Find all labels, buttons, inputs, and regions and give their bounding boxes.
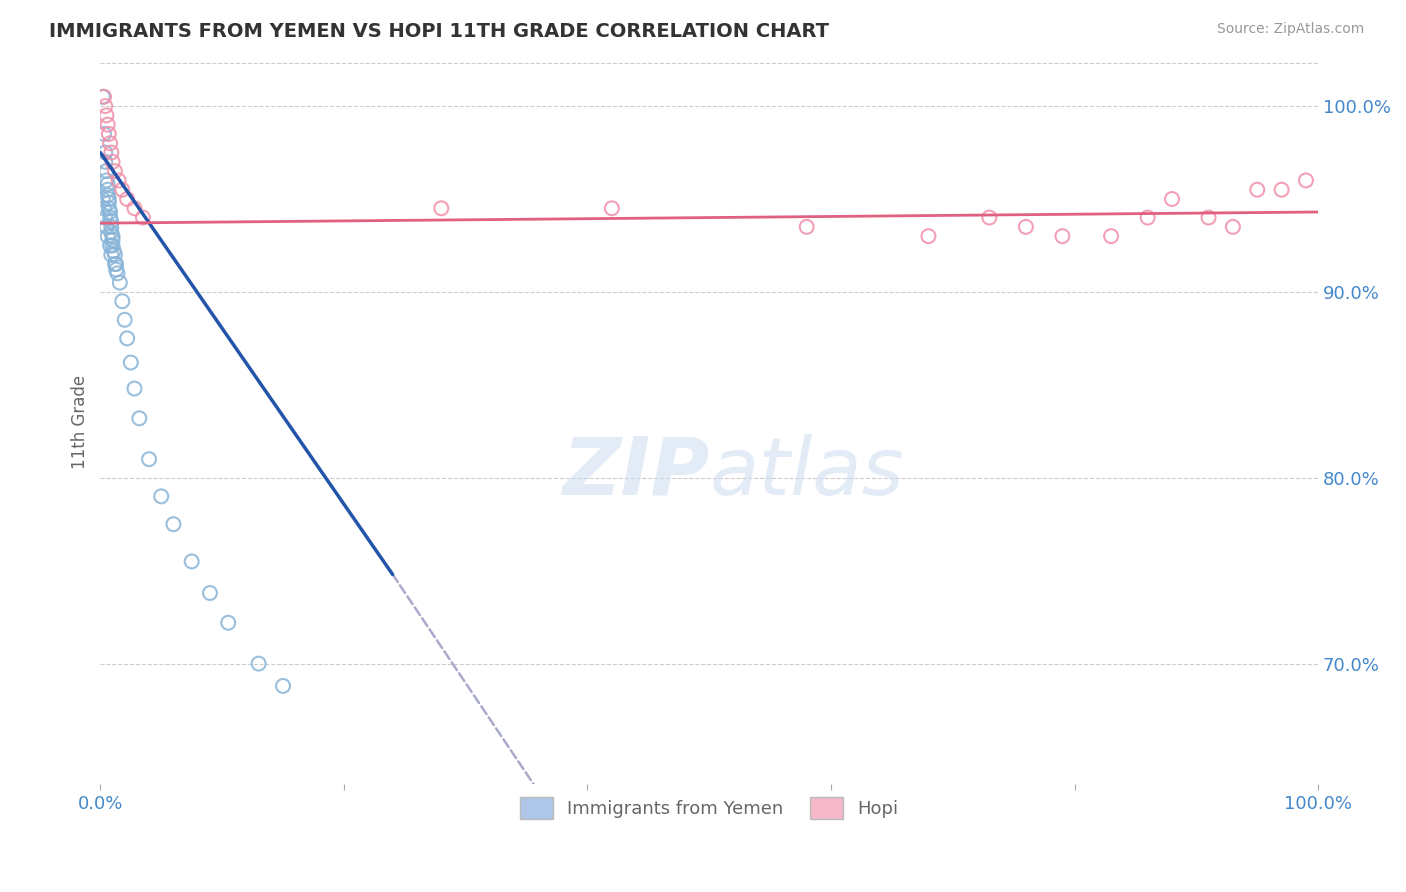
Point: [93, 202, 115, 216]
Point: [198, 586, 221, 600]
Point: [97, 195, 120, 210]
Point: [100, 219, 122, 234]
Point: [114, 313, 136, 327]
Point: [97, 192, 120, 206]
Point: [180, 554, 202, 568]
Point: [1222, 219, 1244, 234]
Point: [796, 219, 818, 234]
Point: [96, 164, 118, 178]
Point: [101, 233, 124, 247]
Point: [97, 202, 120, 216]
Point: [1099, 229, 1122, 244]
Point: [97, 177, 120, 191]
Point: [128, 411, 150, 425]
Point: [94, 145, 117, 160]
Text: IMMIGRANTS FROM YEMEN VS HOPI 11TH GRADE CORRELATION CHART: IMMIGRANTS FROM YEMEN VS HOPI 11TH GRADE…: [49, 22, 830, 41]
Point: [91, 89, 114, 103]
Point: [120, 355, 142, 369]
Point: [100, 248, 122, 262]
Point: [94, 211, 117, 225]
Y-axis label: 11th Grade: 11th Grade: [72, 375, 89, 469]
Point: [124, 382, 146, 396]
Point: [132, 211, 155, 225]
Point: [97, 229, 120, 244]
Point: [105, 266, 128, 280]
Legend: Immigrants from Yemen, Hopi: Immigrants from Yemen, Hopi: [513, 789, 905, 826]
Point: [104, 257, 127, 271]
Point: [105, 257, 128, 271]
Point: [104, 164, 127, 178]
Point: [107, 173, 129, 187]
Point: [96, 219, 118, 234]
Point: [103, 244, 125, 258]
Point: [98, 205, 121, 219]
Point: [98, 211, 121, 225]
Point: [98, 136, 121, 151]
Point: [108, 276, 131, 290]
Point: [162, 517, 184, 532]
Point: [1295, 173, 1317, 187]
Point: [150, 489, 173, 503]
Point: [101, 229, 124, 244]
Point: [91, 192, 114, 206]
Point: [111, 294, 134, 309]
Point: [979, 211, 1001, 225]
Point: [600, 202, 623, 216]
Point: [271, 679, 294, 693]
Point: [104, 248, 127, 262]
Point: [115, 331, 138, 345]
Text: atlas: atlas: [709, 434, 904, 512]
Point: [1161, 192, 1184, 206]
Point: [94, 99, 117, 113]
Point: [138, 452, 160, 467]
Point: [1015, 219, 1038, 234]
Point: [97, 188, 120, 202]
Point: [247, 657, 270, 671]
Point: [124, 202, 146, 216]
Point: [105, 262, 128, 277]
Point: [1198, 211, 1220, 225]
Point: [97, 183, 120, 197]
Point: [93, 89, 115, 103]
Point: [115, 192, 138, 206]
Point: [1246, 183, 1268, 197]
Point: [1271, 183, 1294, 197]
Point: [917, 229, 939, 244]
Point: [101, 238, 124, 252]
Point: [97, 118, 120, 132]
Point: [1136, 211, 1159, 225]
Point: [93, 127, 115, 141]
Point: [1052, 229, 1074, 244]
Point: [100, 226, 122, 240]
Text: Source: ZipAtlas.com: Source: ZipAtlas.com: [1216, 22, 1364, 37]
Point: [217, 615, 239, 630]
Point: [97, 127, 120, 141]
Point: [101, 154, 124, 169]
Point: [430, 202, 453, 216]
Point: [96, 108, 118, 122]
Point: [94, 154, 117, 169]
Point: [96, 173, 118, 187]
Point: [100, 214, 122, 228]
Point: [111, 183, 134, 197]
Text: ZIP: ZIP: [562, 434, 709, 512]
Point: [98, 238, 121, 252]
Point: [100, 145, 122, 160]
